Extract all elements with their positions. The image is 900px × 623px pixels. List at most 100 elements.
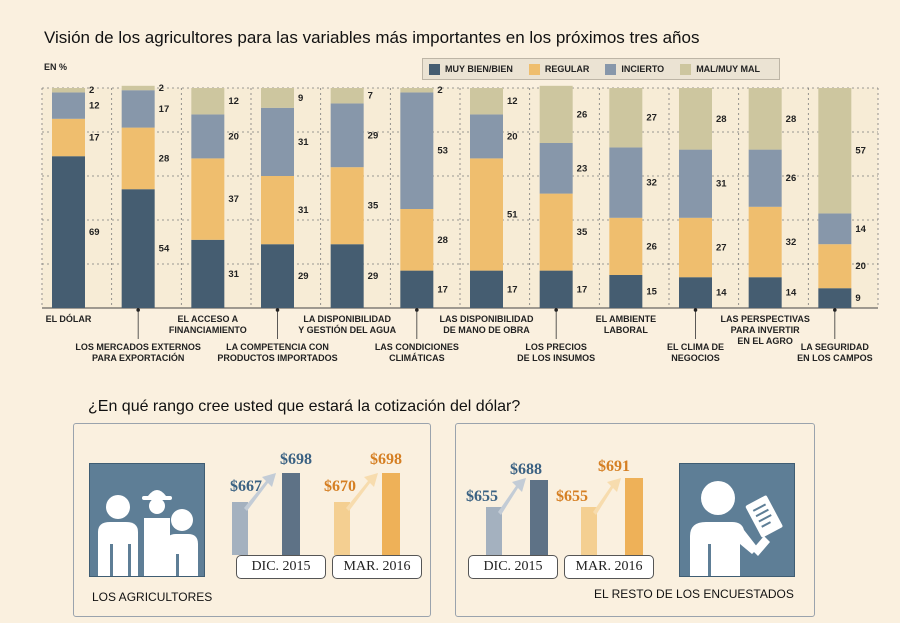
resto-mar-from-value: 655 <box>564 488 588 505</box>
bar-segment-1-cat-3 <box>191 239 225 308</box>
bar-segment-2-cat-10 <box>679 217 712 278</box>
data-label: 12 <box>89 101 100 112</box>
bar-segment-3-cat-11 <box>748 149 782 207</box>
bar-segment-4-cat-10 <box>679 88 712 150</box>
data-label: 35 <box>368 201 379 212</box>
agr-dic-period: DIC. 2015 <box>236 555 326 579</box>
resto-dic-from-value: 655 <box>474 488 498 505</box>
unit-label: EN % <box>44 62 68 72</box>
data-label: 35 <box>577 227 588 238</box>
data-label: 14 <box>716 288 727 299</box>
data-label: 28 <box>159 153 170 164</box>
legend-item-incierto: INCIERTO <box>605 63 665 75</box>
data-label: 27 <box>716 243 727 254</box>
resto-mar-period: MAR. 2016 <box>564 555 654 579</box>
data-label: 53 <box>437 146 448 157</box>
agr-dic-from-prefix: $ <box>230 478 238 495</box>
data-label: 27 <box>646 113 657 124</box>
data-label: 37 <box>228 194 239 205</box>
category-label: LA DISPONIBILIDAD <box>303 314 391 324</box>
bar-segment-1-cat-10 <box>679 277 712 308</box>
data-label: 17 <box>89 133 100 144</box>
data-label: 32 <box>646 178 657 189</box>
label-leader-dot <box>554 308 558 312</box>
data-label: 12 <box>228 96 239 107</box>
category-label: DE MANO DE OBRA <box>443 325 530 335</box>
data-label: 17 <box>507 284 518 295</box>
respondent-questionnaire-icon <box>679 463 795 577</box>
data-label: 32 <box>786 237 797 248</box>
resto-dic-from-prefix: $ <box>466 488 474 505</box>
chart-title: Visión de los agricultores para las vari… <box>44 28 700 47</box>
bar-segment-4-cat-2 <box>121 85 155 91</box>
data-label: 31 <box>228 269 239 280</box>
category-label: CLIMÁTICAS <box>389 353 445 363</box>
stacked-bar-chart: 69 17 12 2 EL DÓLAR 54 28 17 2 LOS MERCADOS EXTER… <box>41 83 879 363</box>
category-label: LAS CONDICIONES <box>375 342 459 352</box>
bar-segment-2-cat-4 <box>261 176 294 245</box>
bar-segment-1-cat-5 <box>330 244 364 308</box>
bar-segment-2-cat-12 <box>818 244 852 289</box>
panel-agricultores: $667 $698 $670 $698 DIC. 2015 MAR. 2016 … <box>73 423 431 617</box>
data-label: 20 <box>228 131 239 142</box>
data-label: 9 <box>298 93 303 104</box>
label-leader-dot <box>415 308 419 312</box>
label-leader-dot <box>275 308 280 312</box>
category-label: LAS DISPONIBILIDAD <box>439 314 534 324</box>
category-label: DE LOS INSUMOS <box>517 353 595 363</box>
data-label: 26 <box>577 109 588 120</box>
label-leader-dot <box>136 308 140 312</box>
bar-segment-2-cat-9 <box>609 217 643 275</box>
data-label: 26 <box>646 241 657 252</box>
agr-mar-to-prefix: $ <box>370 451 378 468</box>
bar-segment-2-cat-7 <box>470 158 503 271</box>
agr-dic-to-value: 698 <box>288 451 312 468</box>
bar-segment-2-cat-2 <box>121 127 155 190</box>
bar-segment-4-cat-7 <box>470 88 503 115</box>
resto-mar-to-value: 691 <box>606 458 630 475</box>
bar-segment-1-cat-1 <box>52 156 85 308</box>
dic-2015-arrow-chart <box>232 473 300 555</box>
data-label: 28 <box>786 114 797 125</box>
bar-segment-2-cat-11 <box>748 206 782 278</box>
bar-segment-2-cat-8 <box>539 193 573 271</box>
category-label: LA COMPETENCIA CON <box>226 342 329 352</box>
legend-swatch-muy-bien <box>429 63 440 75</box>
legend-item-mal: MAL/MUY MAL <box>680 63 761 75</box>
bar-segment-3-cat-5 <box>330 103 364 168</box>
data-label: 51 <box>507 210 518 221</box>
legend-label-regular: REGULAR <box>544 64 590 74</box>
category-label: LA SEGURIDAD <box>801 342 870 352</box>
bar-segment-4-cat-12 <box>818 88 852 214</box>
data-label: 26 <box>786 173 797 184</box>
legend: MUY BIEN/BIEN REGULAR INCIERTO MAL/MUY M… <box>422 58 780 80</box>
agricultores-label: LOS AGRICULTORES <box>92 590 213 604</box>
agr-mar-period: MAR. 2016 <box>332 555 422 579</box>
agr-mar-from-value: 670 <box>332 478 356 495</box>
data-label: 14 <box>855 224 866 235</box>
legend-label-mal: MAL/MUY MAL <box>696 64 761 74</box>
bar-segment-3-cat-8 <box>539 143 573 194</box>
resto-mar-to-prefix: $ <box>598 458 606 475</box>
legend-swatch-incierto <box>605 63 617 75</box>
resto-dic-period: DIC. 2015 <box>468 555 558 579</box>
data-label: 7 <box>368 91 373 102</box>
bar-segment-3-cat-3 <box>191 114 225 159</box>
bar-segment-4-cat-9 <box>609 88 643 148</box>
resto-mar-2016-arrow-chart <box>581 478 643 555</box>
legend-item-regular: REGULAR <box>528 63 590 75</box>
bar-segment-2-cat-6 <box>400 209 434 271</box>
panel-resto: $655 $688 $655 $691 DIC. 2015 MAR. 2016 <box>455 423 815 617</box>
bar-segment-1-cat-11 <box>748 277 782 308</box>
legend-item-muy-bien: MUY BIEN/BIEN <box>429 63 513 75</box>
legend-label-incierto: INCIERTO <box>621 64 665 74</box>
dollar-question: ¿En qué rango cree usted que estará la c… <box>88 398 521 415</box>
bar-segment-3-cat-1 <box>52 92 85 119</box>
agr-dic-to-prefix: $ <box>280 451 288 468</box>
agr-dic-from-value: 667 <box>238 478 262 495</box>
bar-segment-1-cat-8 <box>539 270 573 308</box>
data-label: 54 <box>159 244 170 255</box>
bar-segment-3-cat-9 <box>609 147 643 218</box>
bar-segment-3-cat-7 <box>470 114 503 159</box>
bar-segment-3-cat-6 <box>400 92 434 209</box>
